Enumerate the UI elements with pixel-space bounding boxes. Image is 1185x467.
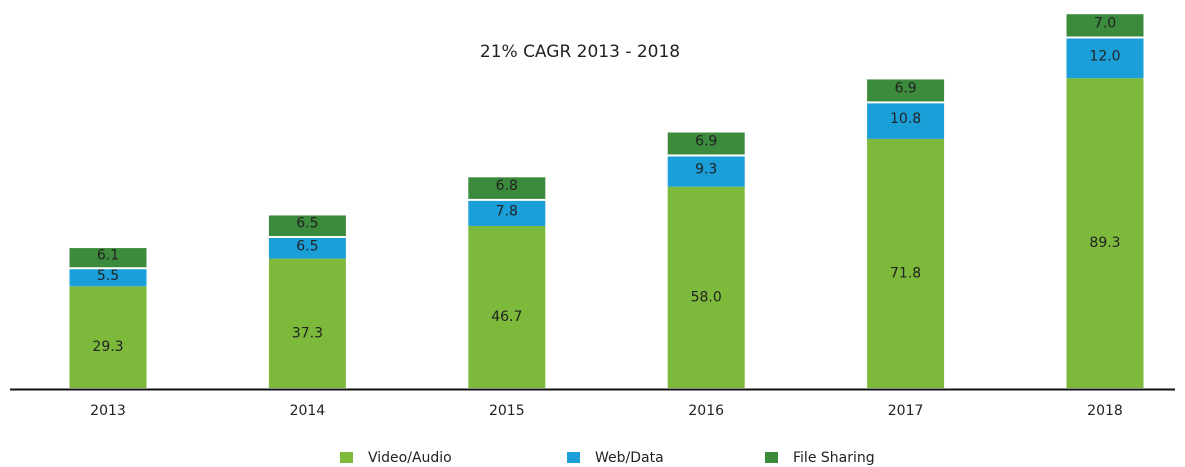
bar-segment [667,156,745,187]
data-label: 12.0 [1089,48,1120,64]
data-label: 6.8 [496,178,518,194]
bar-segment [1066,38,1144,79]
bar-segment [69,269,147,287]
x-tick-label: 2016 [688,403,724,419]
data-label: 37.3 [292,325,323,341]
bar-segment [667,132,745,155]
bar-segment [468,200,546,226]
legend-swatch [340,452,353,463]
data-label: 29.3 [92,339,123,355]
bar-segment [667,186,745,388]
data-label: 6.5 [296,216,318,232]
x-tick-label: 2017 [888,403,924,419]
data-label: 46.7 [491,309,522,325]
legend-label: Video/Audio [368,450,452,466]
data-label: 7.8 [496,203,518,219]
data-label: 89.3 [1089,235,1120,251]
x-tick-label: 2018 [1087,403,1123,419]
bar-segment [468,177,546,199]
bar-segment [867,79,945,102]
bar-segment [69,286,147,388]
legend-label: File Sharing [793,450,875,466]
bar-segment [867,103,945,139]
x-tick-label: 2014 [290,403,326,419]
data-label: 5.5 [97,268,119,284]
data-label: 6.9 [695,133,717,149]
data-label: 7.0 [1094,15,1116,31]
data-label: 10.8 [890,111,921,127]
legend-swatch [765,452,778,463]
data-label: 9.3 [695,162,717,178]
legend-swatch [567,452,580,463]
data-label: 71.8 [890,265,921,281]
data-label: 6.9 [894,80,916,96]
legend-label: Web/Data [595,450,664,466]
chart-title: 21% CAGR 2013 - 2018 [480,42,680,62]
bar-segment [69,248,147,268]
data-label: 6.5 [296,238,318,254]
bar-segment [1066,14,1144,37]
bar-segment [1066,78,1144,388]
x-tick-label: 2013 [90,403,126,419]
data-label: 6.1 [97,248,119,264]
bar-segment [268,215,346,237]
bar-segment [867,138,945,388]
bar-segment [268,258,346,388]
bar-segment [468,225,546,388]
bar-segment [268,238,346,259]
data-label: 58.0 [691,289,722,305]
x-tick-label: 2015 [489,403,525,419]
